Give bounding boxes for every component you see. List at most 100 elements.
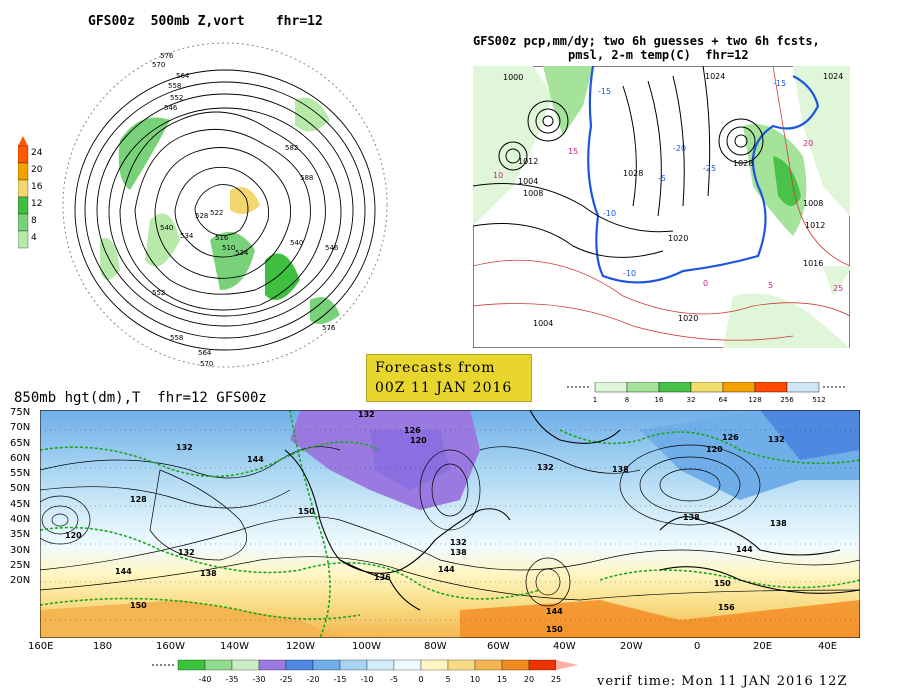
svg-text:138: 138 bbox=[683, 513, 700, 522]
svg-text:570: 570 bbox=[200, 360, 213, 368]
svg-text:150: 150 bbox=[298, 507, 315, 516]
svg-text:144: 144 bbox=[438, 565, 455, 574]
colorbar-swatch bbox=[204, 659, 233, 671]
colorbar-swatch bbox=[366, 659, 395, 671]
polar-boundary bbox=[62, 42, 388, 368]
svg-text:540: 540 bbox=[160, 224, 173, 232]
temp-colorbar: -40 -35 -30 -25 -20 -15 -10 -5 0 5 10 15 20 25 bbox=[152, 659, 578, 684]
svg-text:144: 144 bbox=[736, 545, 753, 554]
contour-label: 132 bbox=[358, 410, 375, 419]
svg-text:510: 510 bbox=[222, 244, 235, 252]
colorbar-swatch bbox=[501, 659, 530, 671]
svg-text:576: 576 bbox=[322, 324, 336, 332]
svg-text:132: 132 bbox=[450, 538, 467, 547]
svg-text:120: 120 bbox=[410, 436, 427, 445]
colorbar-swatch bbox=[177, 659, 206, 671]
svg-text:1020: 1020 bbox=[678, 314, 698, 323]
svg-text:1012: 1012 bbox=[518, 157, 538, 166]
svg-text:156: 156 bbox=[718, 603, 735, 612]
svg-text:15: 15 bbox=[568, 147, 578, 156]
svg-text:138: 138 bbox=[200, 569, 217, 578]
top-right-title-1: GFS00z pcp,mm/dy; two 6h guesses + two 6… bbox=[473, 34, 820, 48]
svg-text:-15: -15 bbox=[773, 79, 786, 88]
svg-text:132: 132 bbox=[768, 435, 785, 444]
svg-text:516: 516 bbox=[215, 234, 229, 242]
colorbar-tick: 256 bbox=[780, 396, 794, 404]
svg-text:540: 540 bbox=[290, 239, 303, 247]
svg-text:1008: 1008 bbox=[523, 189, 543, 198]
svg-text:-25: -25 bbox=[703, 164, 716, 173]
svg-text:534: 534 bbox=[235, 249, 249, 257]
colorbar-swatch bbox=[312, 659, 341, 671]
colorbar-tick: -20 bbox=[306, 675, 319, 684]
colorbar-swatch bbox=[231, 659, 260, 671]
svg-text:138: 138 bbox=[612, 465, 629, 474]
colorbar-arrow bbox=[18, 136, 28, 146]
svg-text:144: 144 bbox=[546, 607, 563, 616]
svg-text:546: 546 bbox=[164, 104, 178, 112]
bottom-title: 850mb hgt(dm),T fhr=12 GFS00z bbox=[14, 390, 267, 406]
map-pmsl-precip: 1000 1004 1008 1012 1020 1024 1028 1028 … bbox=[473, 66, 850, 348]
vort-colorbar-ticks: 24 20 16 12 8 4 bbox=[31, 148, 43, 243]
svg-text:1012: 1012 bbox=[805, 221, 825, 230]
svg-text:570: 570 bbox=[152, 61, 165, 69]
colorbar-tick: 5 bbox=[445, 675, 450, 684]
colorbar-tick: 0 bbox=[418, 675, 423, 684]
svg-text:564: 564 bbox=[198, 349, 212, 357]
svg-text:1000: 1000 bbox=[503, 73, 523, 82]
colorbar-swatch bbox=[285, 659, 314, 671]
svg-text:522: 522 bbox=[210, 209, 223, 217]
verif-time: verif time: Mon 11 JAN 2016 12Z bbox=[597, 674, 848, 689]
colorbar-tick: 10 bbox=[470, 675, 480, 684]
colorbar-tick: 8 bbox=[625, 396, 629, 404]
colorbar-swatch bbox=[18, 213, 29, 232]
colorbar-swatch bbox=[18, 145, 29, 164]
svg-text:-15: -15 bbox=[598, 87, 611, 96]
colorbar-swatch bbox=[528, 659, 557, 671]
colorbar-swatch bbox=[18, 196, 29, 215]
forecast-banner-line2: 00Z 11 JAN 2016 bbox=[375, 380, 513, 396]
colorbar-tick: -5 bbox=[390, 675, 398, 684]
colorbar-swatch bbox=[393, 659, 422, 671]
svg-text:534: 534 bbox=[180, 232, 194, 240]
colorbar-swatch bbox=[722, 382, 756, 393]
colorbar-tick: 15 bbox=[497, 675, 507, 684]
svg-text:10: 10 bbox=[493, 171, 503, 180]
colorbar-swatch bbox=[626, 382, 660, 393]
svg-text:564: 564 bbox=[176, 72, 190, 80]
colorbar-tick: 64 bbox=[719, 396, 728, 404]
colorbar-swatch bbox=[18, 162, 29, 181]
colorbar-tick: -40 bbox=[198, 675, 211, 684]
svg-text:150: 150 bbox=[714, 579, 731, 588]
colorbar-tick: -30 bbox=[252, 675, 265, 684]
svg-text:552: 552 bbox=[170, 94, 183, 102]
map-500mb-polar: 576 570 564 558 552 546 540 534 528 522 … bbox=[62, 42, 388, 368]
svg-text:128: 128 bbox=[130, 495, 147, 504]
colorbar-swatch bbox=[447, 659, 476, 671]
svg-text:-20: -20 bbox=[673, 144, 686, 153]
svg-text:-10: -10 bbox=[603, 209, 616, 218]
svg-text:546: 546 bbox=[325, 244, 339, 252]
svg-text:1028: 1028 bbox=[623, 169, 643, 178]
svg-text:1004: 1004 bbox=[533, 319, 553, 328]
svg-text:1008: 1008 bbox=[803, 199, 823, 208]
svg-text:0: 0 bbox=[703, 279, 708, 288]
svg-text:1016: 1016 bbox=[803, 259, 823, 268]
colorbar-swatch bbox=[420, 659, 449, 671]
forecast-banner-line1: Forecasts from bbox=[375, 360, 496, 376]
colorbar-tick: -15 bbox=[333, 675, 346, 684]
colorbar-swatch bbox=[18, 230, 29, 249]
colorbar-swatch bbox=[339, 659, 368, 671]
colorbar-swatch bbox=[658, 382, 692, 393]
svg-text:150: 150 bbox=[546, 625, 563, 634]
svg-text:136: 136 bbox=[374, 573, 391, 582]
vort-region bbox=[118, 117, 170, 190]
colorbar-swatch bbox=[594, 382, 628, 393]
svg-text:120: 120 bbox=[706, 445, 723, 454]
colorbar-swatch bbox=[786, 382, 820, 393]
svg-text:132: 132 bbox=[176, 443, 193, 452]
colorbar-tick: 512 bbox=[812, 396, 825, 404]
top-left-title: GFS00z 500mb Z,vort fhr=12 bbox=[88, 14, 323, 29]
svg-text:138: 138 bbox=[770, 519, 787, 528]
svg-text:558: 558 bbox=[170, 334, 183, 342]
